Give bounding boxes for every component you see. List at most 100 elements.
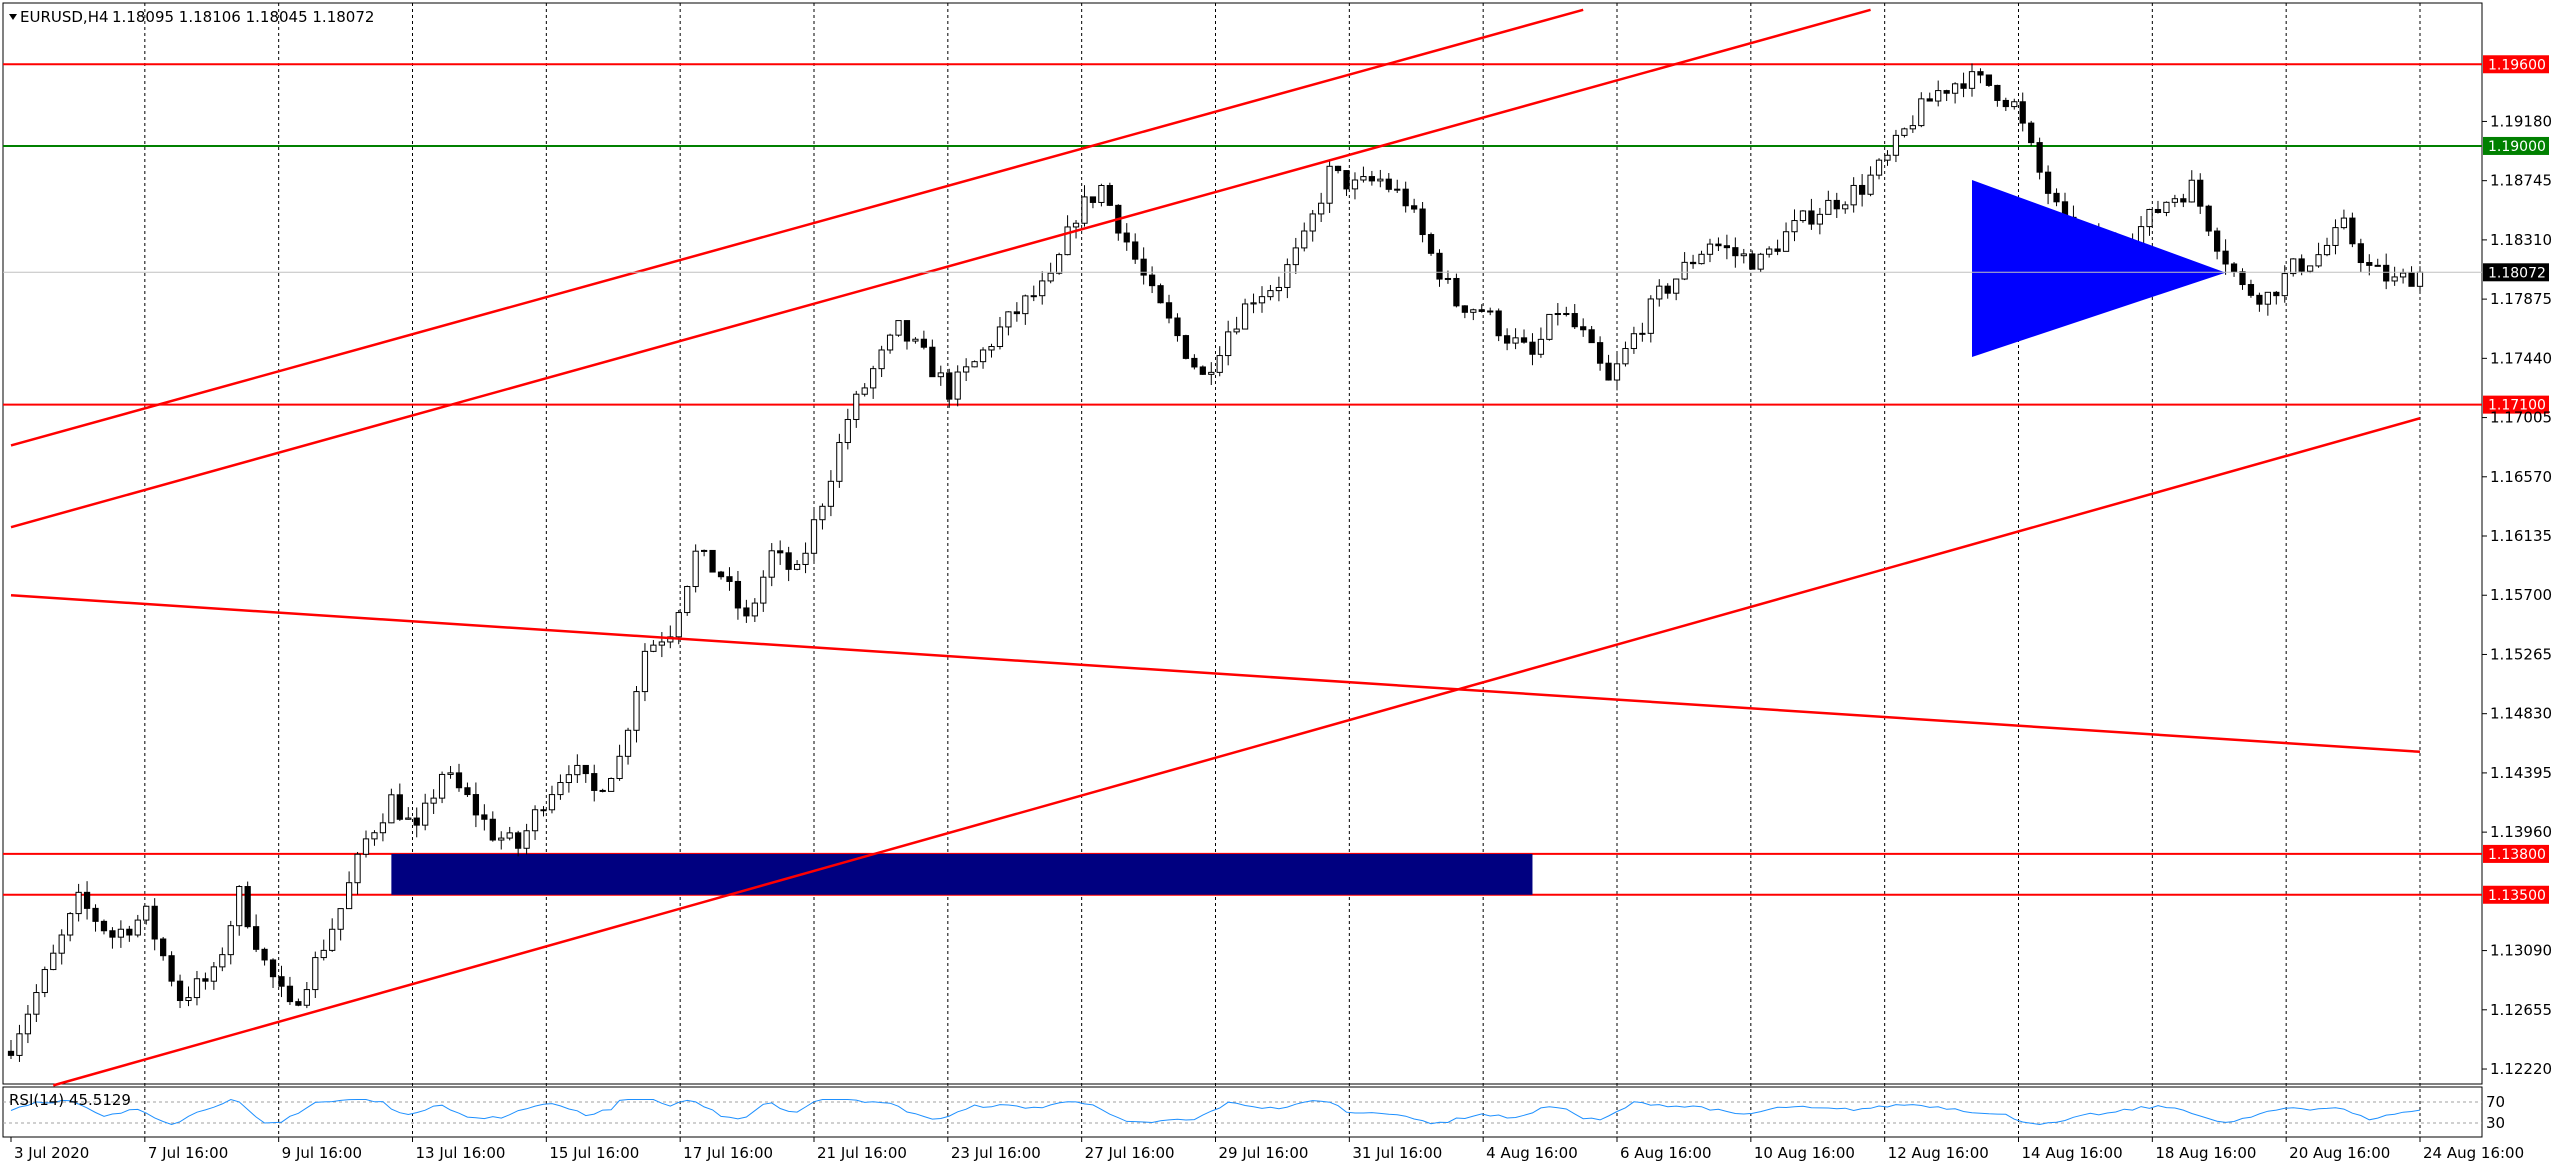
candle [1292,237,1299,274]
candle [143,905,150,925]
candle [430,789,437,814]
candle [886,333,894,354]
y-tick-label: 1.15700 [2490,586,2552,604]
trend-line[interactable] [10,8,1871,529]
candle [912,337,919,344]
level-price-label: 1.19600 [2488,57,2546,73]
candle [303,982,310,1009]
candle [506,826,513,841]
candle [1301,222,1308,252]
candle [751,598,758,622]
candle [1351,172,1359,200]
level-price-label: 1.19000 [2488,139,2546,155]
candle [2154,200,2162,214]
demand-zone-rect[interactable] [391,853,1533,895]
candle [1233,316,1240,335]
candle [1419,201,1426,243]
candle [1191,354,1198,370]
trend-lines [10,8,2421,1087]
chart-menu-triangle-icon[interactable] [9,14,17,20]
candle [946,368,953,408]
candle [2019,92,2026,132]
y-tick-label: 1.18745 [2490,172,2552,190]
candle [844,408,851,450]
candle [1056,252,1063,275]
level-price-tag [2483,55,2549,74]
candle [2011,98,2018,110]
symmetrical-triangle[interactable] [1972,179,2226,357]
candle [582,764,589,783]
candle [971,360,978,368]
candle [2340,209,2348,230]
candle [1478,304,1485,313]
candle [286,976,294,1005]
y-tick-label: 1.17005 [2490,409,2552,427]
main-plot-frame [2,2,2483,1085]
candle [1749,250,1756,270]
level-price-tag [2483,885,2549,904]
candle [329,918,336,952]
candle [979,347,987,369]
rsi-line [10,1098,2421,1126]
candle [151,898,158,951]
trend-line[interactable] [10,593,2421,754]
candle [1461,305,1468,319]
candle [1199,365,1206,375]
candle [193,970,201,1006]
candle [244,881,251,929]
y-tick-label: 1.16570 [2490,468,2552,486]
candle [1216,346,1223,377]
candle [2383,253,2390,290]
candle [1647,295,1654,343]
candle [1723,234,1731,260]
candle [2205,204,2212,236]
y-tick-label: 1.17875 [2490,290,2552,308]
candle [1512,328,1519,350]
candle [1520,329,1528,344]
candle [895,320,902,337]
y-tick-label: 1.15265 [2490,645,2552,663]
y-tick-label: 1.19180 [2490,112,2552,130]
candle [295,998,302,1007]
candle [903,320,911,350]
y-tick-label: 1.12655 [2490,1001,2552,1019]
y-tick-label: 1.13090 [2490,942,2552,960]
candle [1394,179,1401,193]
y-tick-label: 1.16135 [2490,527,2552,545]
candle [1174,313,1181,342]
candle [2264,291,2271,316]
candle [785,546,792,582]
candle [819,503,826,530]
candle [371,830,378,846]
time-axis: 3 Jul 2020 7 Jul 16:00 9 Jul 16:00 13 Jul 1… [10,1137,2524,1162]
trend-line[interactable] [52,417,2421,1087]
candle [1182,334,1190,360]
candle [2391,266,2398,286]
candle [1140,247,1147,285]
candle [1766,246,1773,258]
candle [1013,302,1020,322]
trend-line[interactable] [10,8,1584,447]
chart-symbol: EURUSD,H4 [20,8,109,26]
level-price-tag [2483,395,2549,414]
candle [548,785,556,814]
x-tick-label: 7 Jul 16:00 [148,1144,228,1162]
candle [134,914,141,938]
level-price-tag [2483,136,2549,155]
candle [1106,182,1113,207]
candle [438,771,446,804]
y-tick-label: 1.18310 [2490,231,2552,249]
current-price-tag [2483,263,2549,282]
candle [2349,212,2356,248]
candle [591,764,598,802]
candle [937,365,944,386]
candle [827,470,835,517]
candle [1225,320,1232,366]
candle [2357,238,2364,273]
x-tick-label: 4 Aug 16:00 [1486,1144,1578,1162]
candle [92,904,99,932]
candle [2163,201,2170,217]
candle [354,851,361,895]
candle [734,570,742,620]
